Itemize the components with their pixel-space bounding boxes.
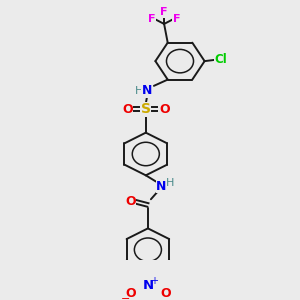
Text: F: F bbox=[173, 14, 181, 24]
Text: N: N bbox=[142, 84, 152, 97]
Text: F: F bbox=[160, 7, 168, 17]
Text: S: S bbox=[141, 102, 151, 116]
Text: H: H bbox=[135, 85, 143, 95]
Text: O: O bbox=[160, 287, 171, 300]
Text: N: N bbox=[142, 279, 154, 292]
Text: O: O bbox=[125, 195, 136, 208]
Text: O: O bbox=[122, 103, 133, 116]
Text: −: − bbox=[120, 294, 130, 300]
Text: H: H bbox=[166, 178, 175, 188]
Text: +: + bbox=[150, 276, 158, 286]
Text: N: N bbox=[156, 180, 167, 193]
Text: O: O bbox=[159, 103, 170, 116]
Text: F: F bbox=[148, 14, 155, 24]
Text: Cl: Cl bbox=[215, 53, 227, 66]
Text: O: O bbox=[125, 287, 136, 300]
